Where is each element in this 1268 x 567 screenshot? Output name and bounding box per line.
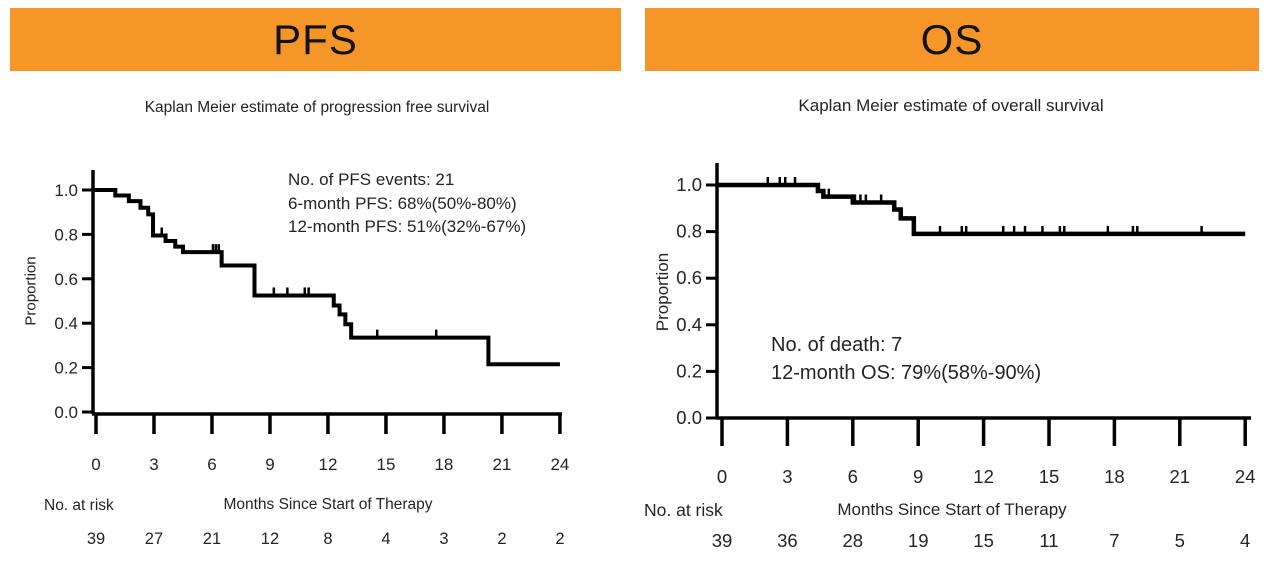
x-tick-label: 12	[318, 455, 337, 474]
x-tick-label: 9	[913, 466, 923, 487]
x-tick-label: 0	[717, 466, 727, 487]
pfs-x-axis-title: Months Since Start of Therapy	[223, 496, 433, 513]
y-tick-label: 0.4	[54, 314, 78, 333]
y-tick-label: 1.0	[54, 181, 78, 200]
km-curve	[718, 182, 1246, 237]
at-risk-count: 3	[439, 530, 448, 548]
y-tick-label: 0.2	[54, 359, 78, 378]
x-tick-label: 3	[782, 466, 792, 487]
panel-os: OS Kaplan Meier estimate of overall surv…	[634, 0, 1268, 567]
y-tick-label: 0.6	[54, 270, 78, 289]
y-tick-label: 0.0	[54, 403, 78, 422]
at-risk-count: 39	[712, 530, 733, 551]
at-risk-count: 15	[973, 530, 994, 551]
km-curve	[94, 188, 560, 367]
pfs-subtitle: Kaplan Meier estimate of progression fre…	[144, 99, 490, 116]
x-tick-label: 6	[848, 466, 858, 487]
at-risk-count: 27	[145, 530, 163, 548]
y-tick-label: 0.4	[676, 314, 702, 335]
y-tick-label: 1.0	[676, 174, 702, 195]
at-risk-count: 4	[1240, 530, 1250, 551]
x-tick-label: 0	[91, 455, 100, 474]
y-tick-label: 0.6	[676, 267, 702, 288]
os-annotation-line: 12-month OS: 79%(58%-90%)	[771, 362, 1042, 384]
y-tick-label: 0.0	[676, 407, 702, 428]
at-risk-count: 8	[323, 530, 332, 548]
x-tick-label: 24	[1235, 466, 1256, 487]
at-risk-count: 39	[87, 530, 105, 548]
at-risk-count: 11	[1039, 530, 1058, 551]
os-annotation: No. of death: 7 12-month OS: 79%(58%-90%…	[771, 331, 1041, 387]
x-tick-label: 24	[550, 455, 569, 474]
os-km-plot: 1.0 0.8 0.6 0.4 0.2 0.0 0 39 3 36 6 28 9 19 12 15 15 11 18…	[676, 163, 1256, 551]
x-tick-label: 3	[149, 455, 158, 474]
pfs-title: PFS	[273, 15, 358, 63]
at-risk-count: 2	[555, 530, 564, 548]
pfs-annotation-line: 6-month PFS: 68%(50%-80%)	[288, 193, 517, 213]
at-risk-count: 7	[1109, 530, 1119, 551]
x-tick-label: 21	[1170, 466, 1191, 487]
x-tick-label: 12	[973, 466, 994, 487]
x-tick-label: 18	[434, 455, 453, 474]
os-title: OS	[920, 15, 984, 63]
os-subtitle: Kaplan Meier estimate of overall surviva…	[798, 96, 1104, 115]
pfs-annotation-line: 12-month PFS: 51%(32%-67%)	[288, 217, 527, 236]
pfs-at-risk-label: No. at risk	[44, 497, 114, 514]
pfs-annotation-line: No. of PFS events: 21	[288, 170, 455, 189]
x-tick-label: 18	[1104, 466, 1125, 487]
y-tick-label: 0.8	[54, 225, 78, 244]
x-tick-label: 21	[492, 455, 511, 474]
at-risk-count: 28	[843, 530, 864, 551]
x-tick-label: 9	[265, 455, 274, 474]
at-risk-count: 21	[203, 530, 221, 548]
at-risk-count: 2	[497, 530, 506, 548]
pfs-km-plot: 1.00.80.60.40.20.00393276219121281541832…	[54, 170, 569, 548]
os-annotation-line: No. of death: 7	[771, 334, 903, 356]
os-title-banner: OS	[645, 8, 1259, 71]
panel-pfs: PFS Kaplan Meier estimate of progression…	[10, 8, 621, 548]
pfs-title-banner: PFS	[10, 8, 621, 71]
pfs-annotation: No. of PFS events: 21 6-month PFS: 68%(5…	[288, 168, 526, 239]
at-risk-count: 36	[777, 530, 798, 551]
x-tick-label: 6	[207, 455, 216, 474]
os-x-axis-title: Months Since Start of Therapy	[837, 500, 1067, 519]
x-tick-label: 15	[376, 455, 395, 474]
os-at-risk-label: No. at risk	[644, 500, 723, 520]
x-tick-label: 15	[1039, 466, 1060, 487]
at-risk-count: 5	[1175, 530, 1185, 551]
y-tick-label: 0.2	[676, 360, 702, 381]
y-tick-label: 0.8	[676, 221, 702, 242]
at-risk-count: 12	[261, 530, 279, 548]
at-risk-count: 4	[381, 530, 390, 548]
at-risk-count: 19	[908, 530, 929, 551]
